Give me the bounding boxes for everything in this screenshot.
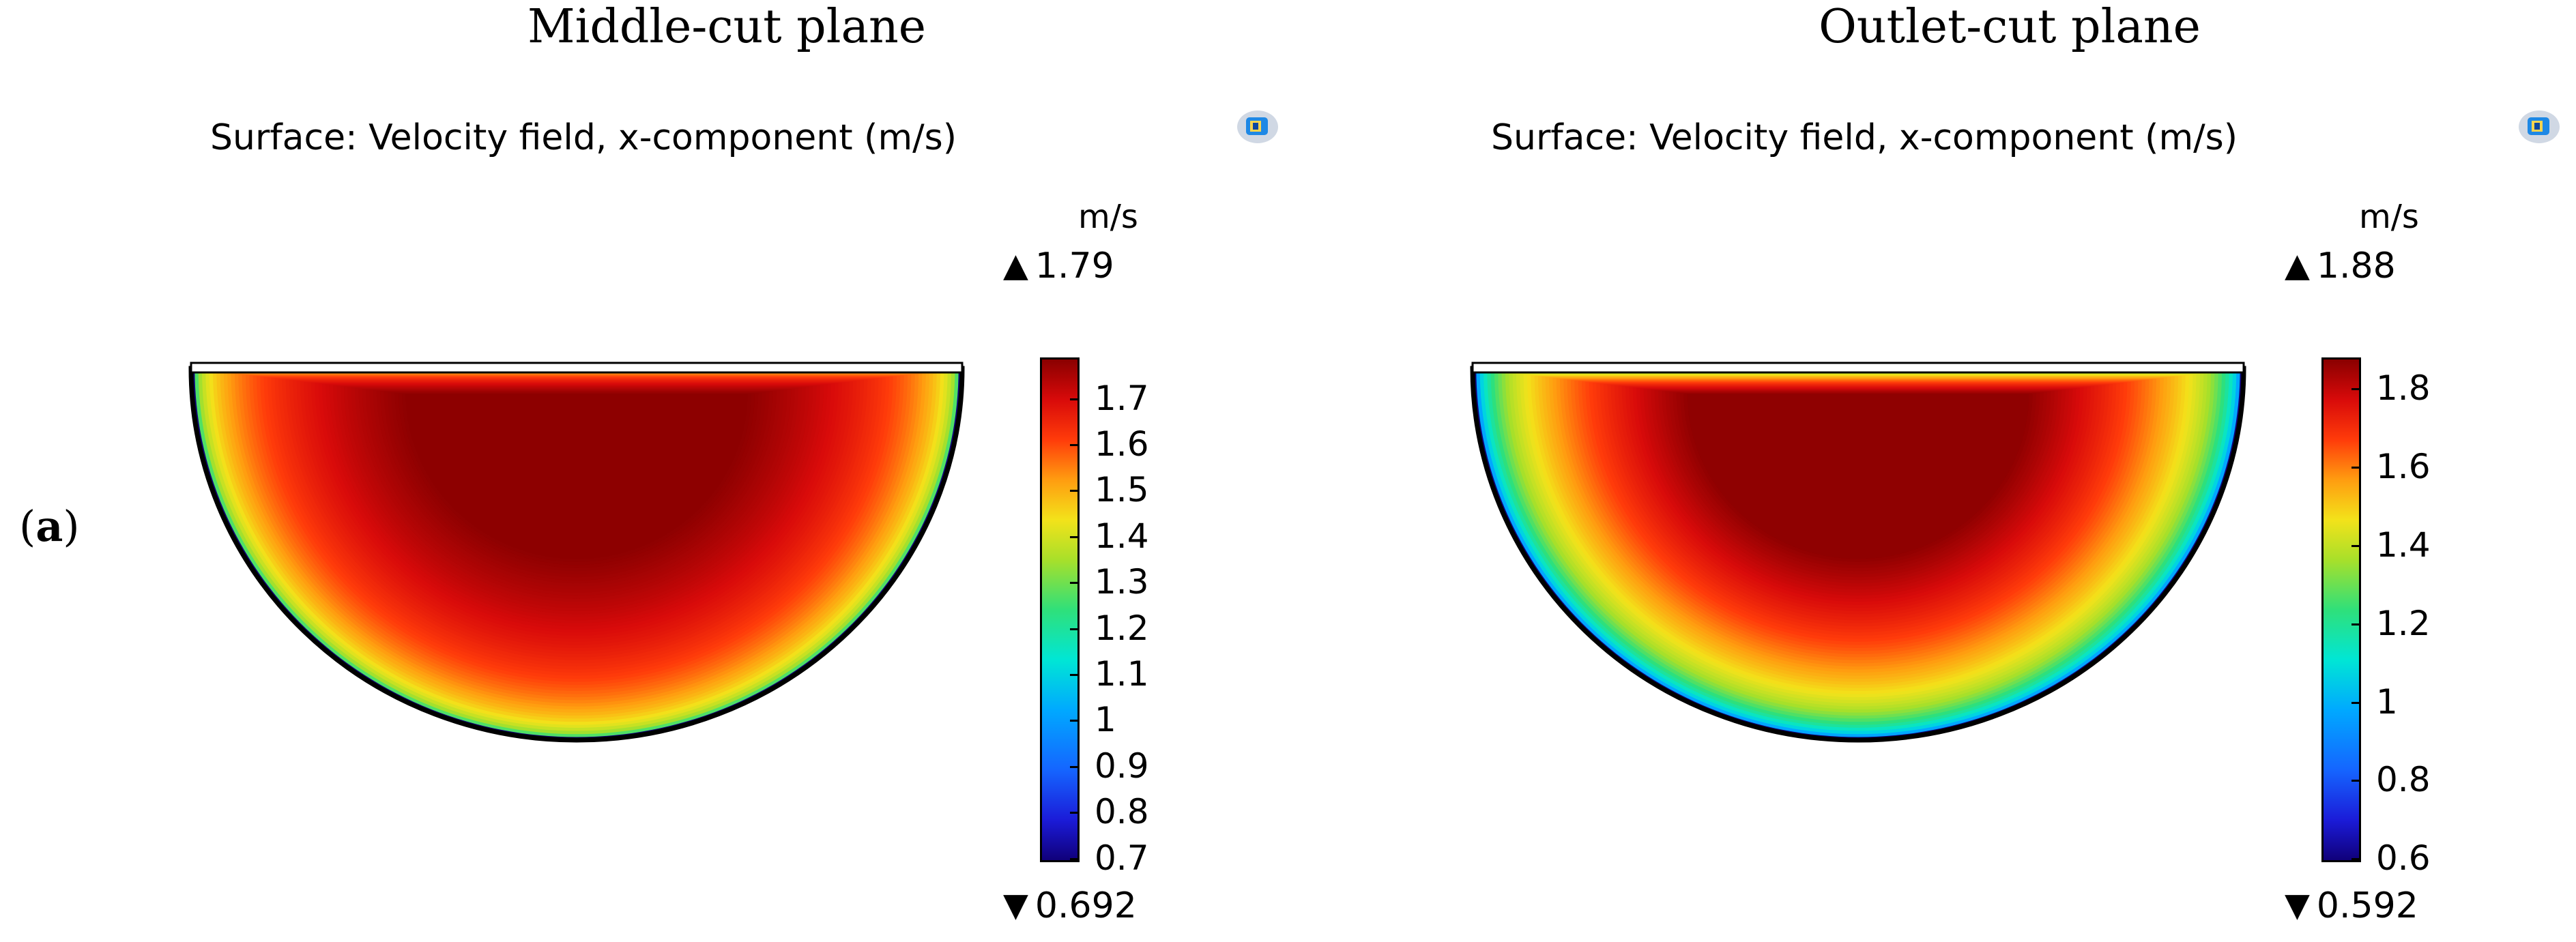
colorbar-tick-label: 0.7	[1095, 838, 1149, 878]
colorbar-tick-mark	[2351, 623, 2361, 625]
colorbar-tick-mark	[1070, 628, 1080, 630]
colorbar-tick-label: 1.8	[2376, 368, 2431, 408]
colorbar-tick-mark	[2351, 544, 2361, 547]
right-colorbar-max: ▲ 1.88	[2285, 246, 2396, 286]
colorbar-tick-mark	[2351, 858, 2361, 861]
colorbar-tick-mark	[1070, 857, 1080, 860]
top-wall	[190, 362, 964, 374]
left-velocity-field	[188, 362, 965, 743]
colorbar-tick-mark	[2351, 701, 2361, 704]
left-colorbar-unit: m/s	[1078, 198, 1138, 236]
right-colorbar-min: ▼ 0.592	[2285, 885, 2418, 926]
colorbar-tick-label: 0.6	[2376, 838, 2431, 879]
top-wall	[1471, 362, 2245, 374]
max-triangle-icon: ▲	[2285, 246, 2310, 284]
colorbar-tick-mark	[1070, 674, 1080, 677]
colorbar-tick-label: 1.2	[1095, 608, 1149, 648]
colorbar-tick-label: 1.7	[1095, 378, 1149, 418]
max-triangle-icon: ▲	[1003, 246, 1028, 284]
colorbar-tick-mark	[1070, 720, 1080, 722]
colorbar-tick-mark	[1070, 444, 1080, 447]
right-velocity-field	[1470, 362, 2246, 743]
colorbar-tick-label: 1.4	[2376, 525, 2431, 565]
colorbar-tick-label: 0.8	[1095, 792, 1149, 832]
left-colorbar-max: ▲ 1.79	[1003, 246, 1114, 286]
colorbar-tick-mark	[2351, 387, 2361, 390]
colorbar-tick-mark	[1070, 582, 1080, 585]
velocity-contour-band	[405, 394, 748, 559]
colorbar-tick-label: 0.9	[1095, 746, 1149, 786]
colorbar-tick-mark	[1070, 535, 1080, 538]
comsol-logo-icon	[1237, 111, 1278, 143]
min-triangle-icon: ▼	[2285, 886, 2310, 924]
colorbar-tick-label: 1.6	[1095, 424, 1149, 465]
velocity-contour-band	[1687, 394, 2029, 559]
colorbar-tick-label: 1.5	[1095, 470, 1149, 510]
colorbar-tick-mark	[2351, 780, 2361, 782]
domain-boundary	[188, 366, 965, 743]
colorbar-tick-mark	[2351, 466, 2361, 469]
left-chart-title: Middle-cut plane	[527, 0, 927, 54]
right-chart-subtitle: Surface: Velocity field, x-component (m/…	[1491, 117, 2238, 158]
right-colorbar	[2321, 357, 2361, 862]
colorbar-tick-label: 1	[2376, 681, 2398, 722]
colorbar-tick-label: 0.8	[2376, 760, 2431, 800]
min-triangle-icon: ▼	[1003, 886, 1028, 924]
colorbar-tick-label: 1.3	[1095, 562, 1149, 602]
domain-boundary	[1470, 366, 2246, 743]
panel-label: (a)	[19, 501, 80, 551]
colorbar-tick-label: 1	[1095, 700, 1116, 740]
colorbar-tick-label: 1.6	[2376, 446, 2431, 486]
left-colorbar	[1040, 357, 1080, 862]
colorbar-tick-label: 1.1	[1095, 654, 1149, 694]
colorbar-tick-label: 1.2	[2376, 603, 2431, 643]
comsol-logo-icon	[2519, 111, 2560, 143]
colorbar-tick-mark	[1070, 812, 1080, 814]
colorbar-tick-mark	[1070, 398, 1080, 400]
colorbar-tick-mark	[1070, 490, 1080, 492]
right-chart-title: Outlet-cut plane	[1819, 0, 2201, 54]
left-chart-subtitle: Surface: Velocity field, x-component (m/…	[210, 117, 957, 158]
colorbar-tick-label: 1.4	[1095, 516, 1149, 556]
right-colorbar-unit: m/s	[2359, 198, 2419, 236]
left-colorbar-min: ▼ 0.692	[1003, 885, 1137, 926]
colorbar-tick-mark	[1070, 765, 1080, 768]
